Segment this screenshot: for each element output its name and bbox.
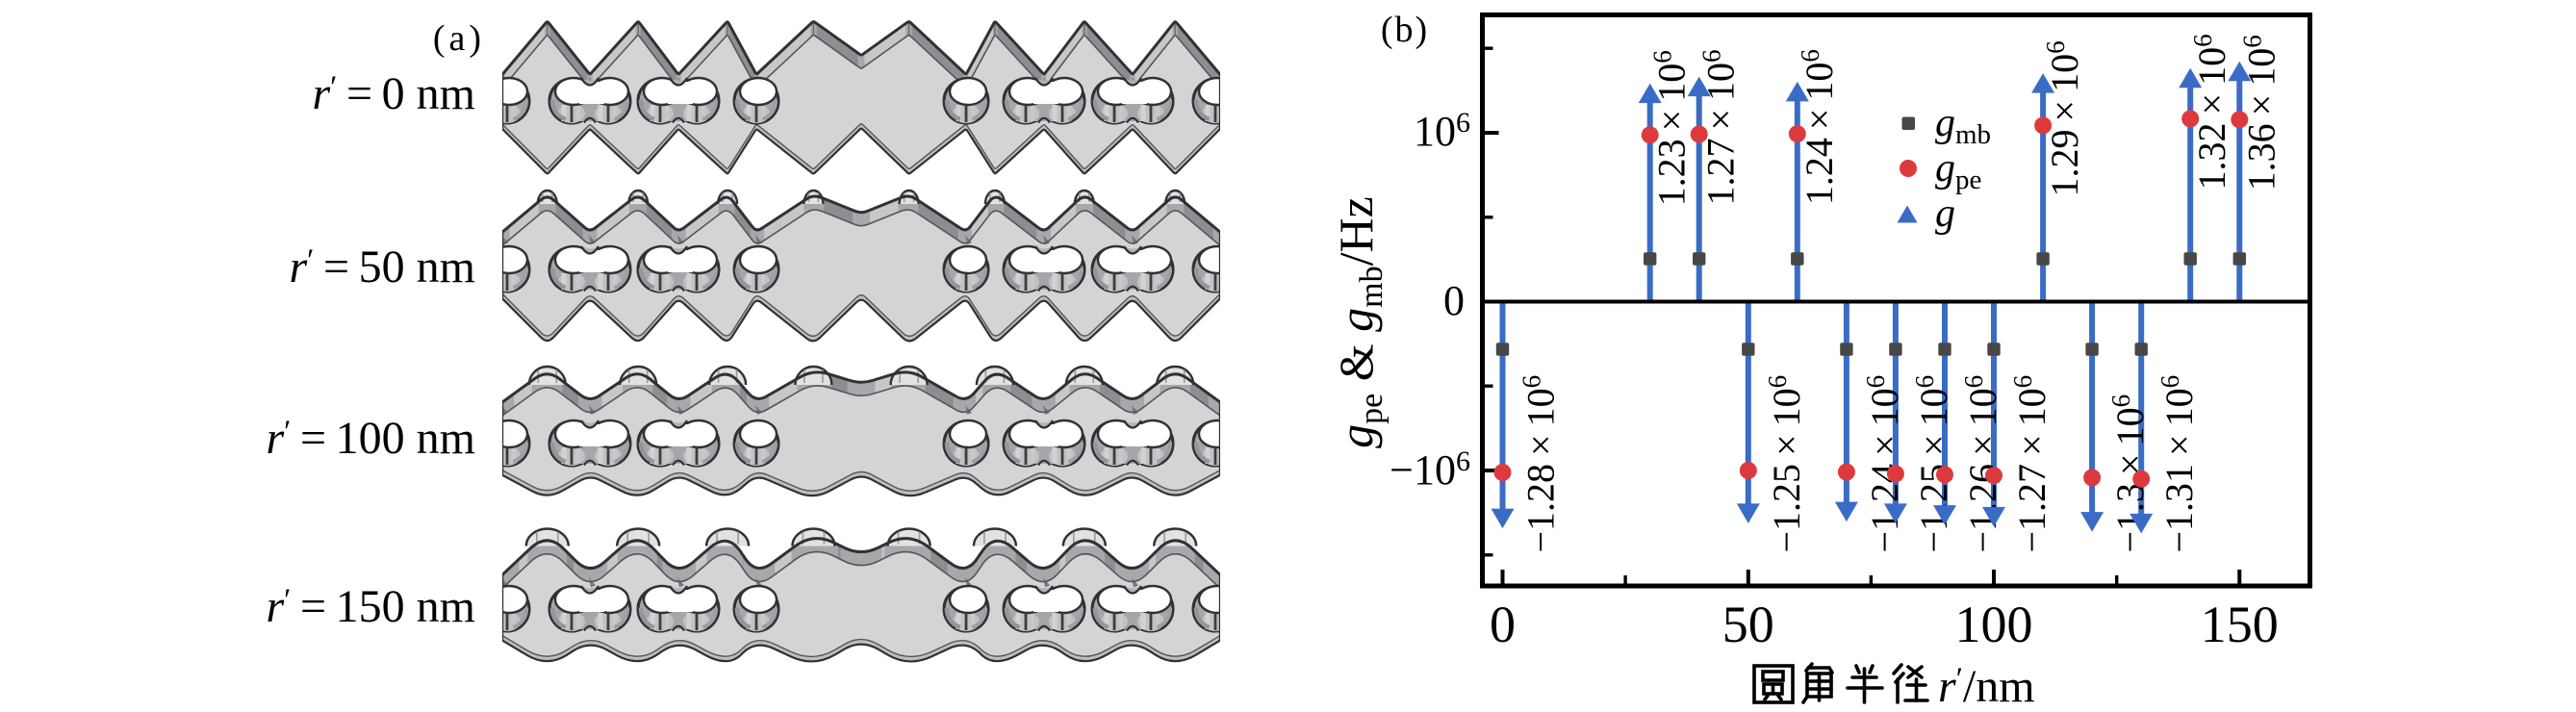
svg-text:r′ = 0 nm: r′ = 0 nm — [312, 68, 475, 119]
svg-text:gpe: gpe — [1935, 146, 1981, 195]
svg-text:(b): (b) — [1381, 10, 1429, 50]
svg-text:106: 106 — [1414, 107, 1470, 155]
svg-text:r′ = 50 nm: r′ = 50 nm — [289, 242, 475, 292]
svg-text:−1.28 × 106: −1.28 × 106 — [1518, 375, 1563, 553]
svg-text:r′ = 150 nm: r′ = 150 nm — [266, 581, 475, 632]
svg-text:−1.25 × 106: −1.25 × 106 — [1910, 375, 1955, 553]
svg-text:50: 50 — [1722, 596, 1774, 653]
svg-text:−1.27 × 106: −1.27 × 106 — [2008, 375, 2053, 553]
svg-text:1.36 × 106: 1.36 × 106 — [2237, 35, 2283, 191]
svg-text:gmb: gmb — [1935, 101, 1991, 150]
svg-text:(a): (a) — [433, 18, 485, 59]
svg-text:−1.26 × 106: −1.26 × 106 — [1959, 375, 2004, 553]
svg-text:r′ = 100 nm: r′ = 100 nm — [266, 413, 475, 464]
svg-text:1.32 × 106: 1.32 × 106 — [2188, 34, 2233, 190]
svg-text:r′/nm: r′/nm — [1938, 661, 2035, 712]
svg-text:1.29 × 106: 1.29 × 106 — [2041, 40, 2086, 196]
svg-text:gpe & gmb/Hz: gpe & gmb/Hz — [1329, 196, 1390, 448]
svg-text:100: 100 — [1955, 596, 2033, 653]
svg-text:1.24 × 106: 1.24 × 106 — [1796, 49, 1841, 205]
svg-text:1.27 × 106: 1.27 × 106 — [1697, 49, 1743, 205]
svg-text:−1.31 × 106: −1.31 × 106 — [2155, 375, 2201, 553]
svg-text:g: g — [1935, 191, 1955, 236]
svg-text:0: 0 — [1443, 277, 1465, 324]
svg-text:150: 150 — [2201, 596, 2279, 653]
svg-text:0: 0 — [1490, 596, 1516, 653]
svg-text:1.23 × 106: 1.23 × 106 — [1648, 50, 1694, 206]
svg-text:−106: −106 — [1390, 445, 1470, 494]
svg-text:−1.25 × 106: −1.25 × 106 — [1763, 375, 1808, 553]
svg-text:−1.24 × 106: −1.24 × 106 — [1861, 375, 1906, 553]
